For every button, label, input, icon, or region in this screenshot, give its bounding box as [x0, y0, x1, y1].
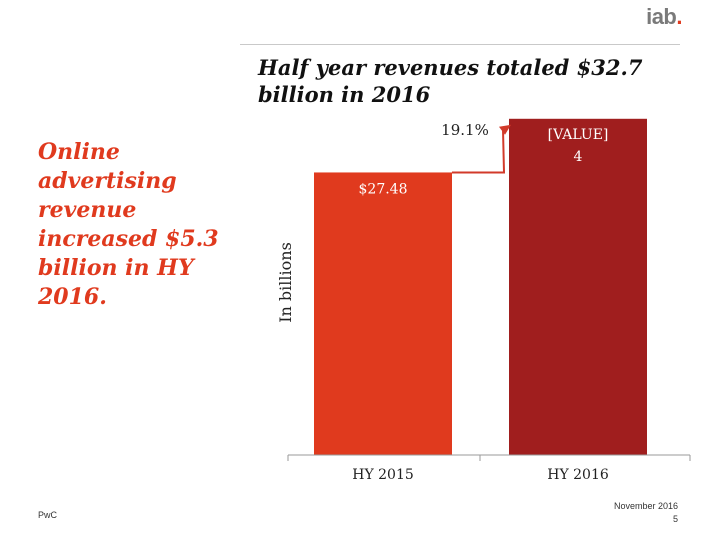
growth-annotation: 19.1% — [441, 121, 489, 139]
footer-info: November 2016 5 — [614, 500, 678, 526]
title-divider — [240, 44, 680, 45]
growth-arrow-line — [452, 129, 506, 174]
bar-hy-2016 — [509, 118, 647, 456]
footer-date: November 2016 — [613, 501, 678, 511]
bar-hy-2015 — [314, 172, 452, 455]
growth-arrowhead — [499, 124, 511, 135]
data-label-hy-2015: $27.48 — [359, 181, 408, 197]
logo-text: iab — [646, 4, 677, 29]
logo-dot: . — [676, 4, 682, 29]
chart-title: Half year revenues totaled $32.7 billion… — [258, 55, 643, 107]
data-label-hy-2016: [VALUE] 4 — [548, 127, 609, 165]
y-axis-label: In billions — [276, 242, 295, 323]
footer-source: PwC — [38, 510, 58, 520]
x-tick-label-hy-2016: HY 2016 — [547, 467, 609, 483]
side-callout: Online advertising revenue increased $5.… — [38, 139, 219, 310]
iab-logo: iab. — [646, 4, 682, 30]
x-tick-label-hy-2015: HY 2015 — [352, 467, 414, 483]
page-number: 5 — [672, 514, 678, 524]
